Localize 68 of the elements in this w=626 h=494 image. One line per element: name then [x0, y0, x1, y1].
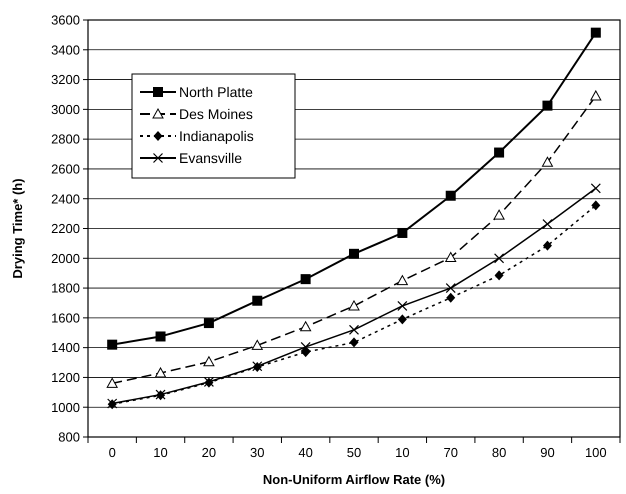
y-tick-label: 3600 [51, 12, 80, 28]
y-tick-label: 1800 [51, 280, 80, 296]
y-tick-label: 2800 [51, 132, 80, 147]
y-axis-title: Drying Time* (h) [10, 178, 25, 279]
x-tick-label: 40 [298, 445, 313, 460]
point [590, 90, 602, 100]
y-tick-label: 1400 [51, 340, 80, 356]
legend-label: Des Moines [179, 106, 253, 122]
point [348, 300, 360, 310]
x-tick-label: 100 [584, 445, 607, 460]
x-tick-label: 70 [443, 445, 458, 460]
point [542, 240, 552, 251]
point [591, 200, 600, 210]
point [252, 296, 262, 306]
point [300, 274, 311, 284]
point [494, 270, 504, 280]
point [349, 248, 359, 259]
x-tick-label: 50 [346, 445, 362, 460]
point [203, 356, 214, 366]
point [542, 100, 552, 111]
y-tick-label: 1000 [51, 400, 80, 415]
point [446, 190, 456, 201]
point [348, 324, 360, 335]
point [204, 318, 214, 328]
point [446, 282, 456, 294]
point [252, 340, 263, 350]
y-tick-label: 1200 [51, 370, 80, 385]
point [300, 321, 312, 332]
point [494, 253, 504, 264]
y-tick-label: 2000 [51, 250, 80, 266]
point [542, 156, 553, 167]
point [590, 28, 601, 38]
x-tick-label: 30 [250, 445, 265, 460]
point [301, 347, 310, 358]
point [397, 228, 408, 238]
x-tick-label: 20 [202, 445, 216, 460]
point [590, 183, 601, 194]
legend-label: Indianapolis [179, 128, 254, 144]
point [446, 292, 456, 303]
point [300, 342, 311, 352]
y-tick-label: 2600 [51, 161, 80, 176]
x-tick-label: 10 [153, 445, 168, 460]
point [494, 210, 505, 220]
point [445, 252, 456, 262]
point [350, 337, 358, 348]
point [156, 331, 166, 342]
point [494, 148, 504, 158]
y-tick-label: 3400 [51, 42, 80, 58]
y-tick-label: 3200 [51, 72, 80, 88]
x-tick-label: 0 [108, 445, 116, 460]
point [155, 367, 166, 378]
y-tick-label: 1600 [51, 310, 80, 326]
point [397, 300, 408, 312]
point [396, 275, 408, 286]
point [542, 218, 553, 230]
point [106, 378, 118, 388]
x-tick-label: 10 [395, 445, 410, 460]
legend-label: North Platte [179, 84, 254, 100]
x-tick-label: 90 [540, 445, 555, 460]
y-tick-label: 800 [58, 430, 80, 445]
point [398, 314, 407, 324]
x-tick-label: 80 [492, 445, 506, 460]
x-axis-title: Non-Uniform Airflow Rate (%) [262, 472, 446, 487]
legend-label: Evansville [179, 150, 242, 166]
y-tick-label: 2200 [51, 221, 80, 236]
y-tick-label: 3000 [51, 102, 80, 117]
point [107, 340, 118, 350]
y-tick-label: 2400 [51, 191, 80, 206]
